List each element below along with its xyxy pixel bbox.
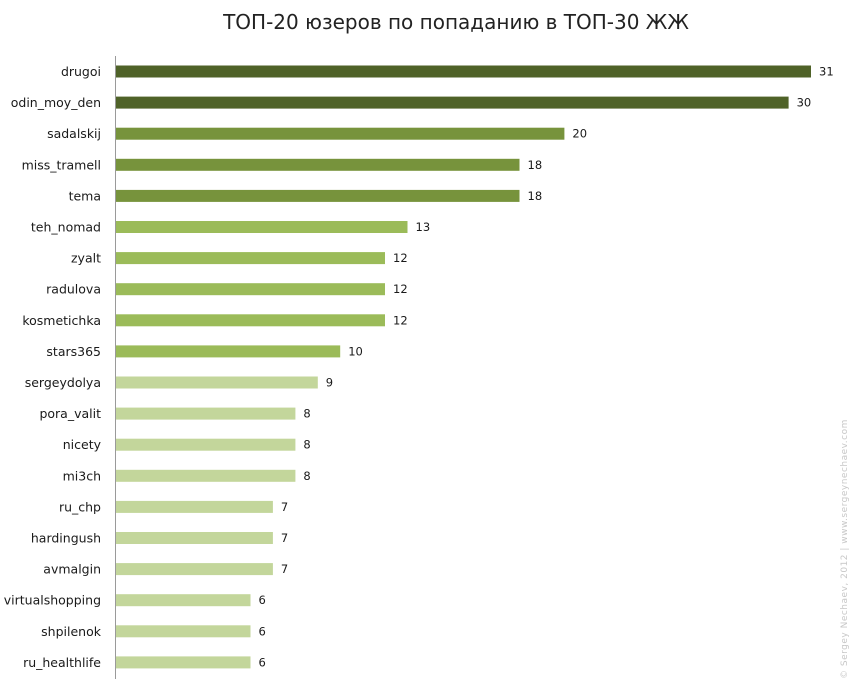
chart-title: ТОП-20 юзеров по попаданию в ТОП-30 ЖЖ <box>222 10 689 34</box>
bar-kosmetichka <box>116 314 385 327</box>
bar-zyalt <box>116 252 385 265</box>
category-label-sadalskij: sadalskij <box>47 126 101 141</box>
value-label-ru_chp: 7 <box>281 500 288 514</box>
value-label-tema: 18 <box>528 189 543 203</box>
bar-shpilenok <box>116 625 251 638</box>
value-label-radulova: 12 <box>393 282 408 296</box>
category-label-zyalt: zyalt <box>71 251 101 266</box>
value-label-nicety: 8 <box>303 438 310 452</box>
value-label-mi3ch: 8 <box>303 469 310 483</box>
category-label-ru_healthlife: ru_healthlife <box>23 655 101 670</box>
value-label-teh_nomad: 13 <box>416 220 431 234</box>
bar-radulova <box>116 283 385 296</box>
category-label-pora_valit: pora_valit <box>39 406 101 421</box>
bar-odin_moy_den <box>116 96 789 109</box>
value-label-drugoi: 31 <box>819 65 834 79</box>
value-label-zyalt: 12 <box>393 251 408 265</box>
category-label-odin_moy_den: odin_moy_den <box>11 95 101 110</box>
value-label-sergeydolya: 9 <box>326 376 333 390</box>
bar-tema <box>116 189 520 202</box>
value-labels-group: 31 30 20 18 18 13 12 12 12 10 9 8 8 8 7 7 7 6 6 6 <box>259 65 834 670</box>
bar-sadalskij <box>116 127 565 140</box>
bar-stars365 <box>116 345 341 358</box>
value-label-stars365: 10 <box>348 344 363 358</box>
value-label-sadalskij: 20 <box>572 127 587 141</box>
bar-avmalgin <box>116 563 273 576</box>
value-label-odin_moy_den: 30 <box>797 96 812 110</box>
bar-drugoi <box>116 65 811 78</box>
value-label-avmalgin: 7 <box>281 562 288 576</box>
category-labels-group: drugoi odin_moy_den sadalskij miss_tramellt… <box>4 64 102 670</box>
category-label-avmalgin: avmalgin <box>43 562 101 577</box>
category-label-kosmetichka: kosmetichka <box>22 313 101 328</box>
category-label-virtualshopping: virtualshopping <box>4 593 101 608</box>
value-label-shpilenok: 6 <box>259 624 266 638</box>
category-label-shpilenok: shpilenok <box>41 624 102 639</box>
category-label-ru_chp: ru_chp <box>59 499 101 514</box>
bar-ru_healthlife <box>116 656 251 669</box>
bar-nicety <box>116 438 296 451</box>
value-label-virtualshopping: 6 <box>259 593 266 607</box>
category-label-teh_nomad: teh_nomad <box>31 220 101 235</box>
value-label-ru_healthlife: 6 <box>259 655 266 669</box>
value-label-hardingush: 7 <box>281 531 288 545</box>
value-label-kosmetichka: 12 <box>393 313 408 327</box>
category-label-hardingush: hardingush <box>31 531 101 546</box>
category-label-nicety: nicety <box>63 437 102 452</box>
category-label-radulova: radulova <box>46 282 101 297</box>
bar-ru_chp <box>116 500 273 513</box>
category-label-tema: tema <box>69 188 101 203</box>
value-label-miss_tramell: 18 <box>528 158 543 172</box>
value-label-pora_valit: 8 <box>303 407 310 421</box>
bars-group <box>116 65 811 669</box>
bar-hardingush <box>116 532 273 544</box>
category-label-sergeydolya: sergeydolya <box>25 375 101 390</box>
bar-virtualshopping <box>116 594 251 607</box>
bar-mi3ch <box>116 469 296 482</box>
category-label-drugoi: drugoi <box>61 64 101 79</box>
bar-sergeydolya <box>116 376 318 389</box>
category-label-stars365: stars365 <box>46 344 101 359</box>
category-label-mi3ch: mi3ch <box>63 468 101 483</box>
watermark-text: © Sergey Nechaev, 2012 | www.sergeynecha… <box>840 419 850 679</box>
bar-pora_valit <box>116 407 296 420</box>
category-label-miss_tramell: miss_tramell <box>22 157 101 172</box>
bar-teh_nomad <box>116 221 408 233</box>
bar-miss_tramell <box>116 158 520 171</box>
